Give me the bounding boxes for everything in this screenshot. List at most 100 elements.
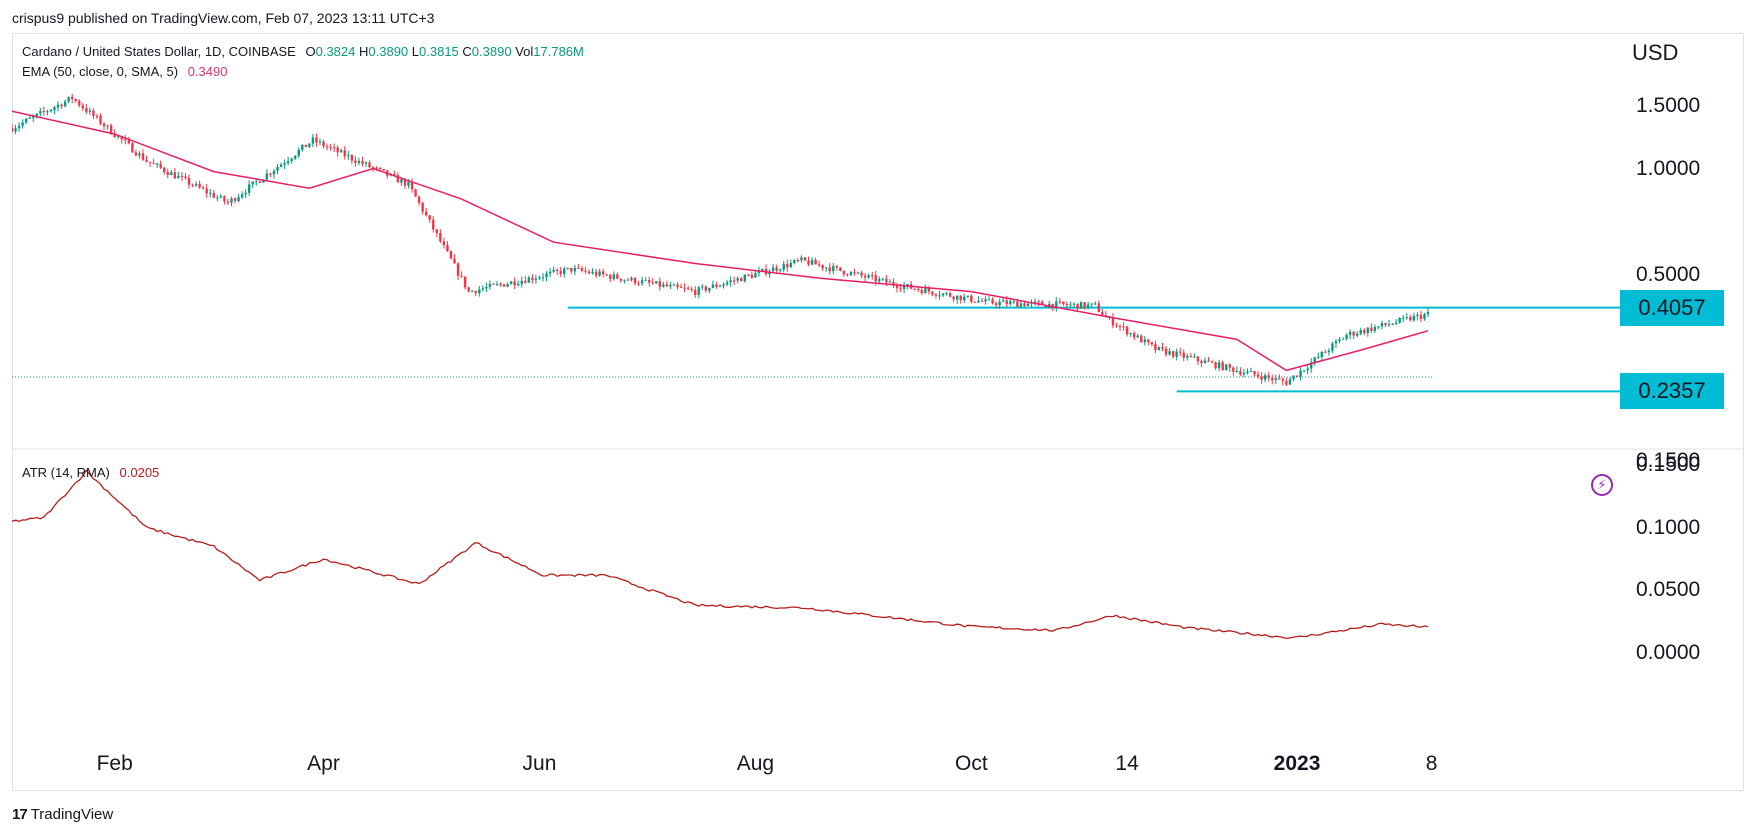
candle-body <box>1150 342 1154 345</box>
candle-body <box>177 176 180 179</box>
candle-body <box>435 229 438 233</box>
candle-body <box>881 278 885 280</box>
ema-value: 0.3490 <box>187 64 228 79</box>
candle-body <box>697 287 700 295</box>
candle-body <box>478 289 481 294</box>
candle-body <box>524 280 527 283</box>
ema-legend[interactable]: EMA (50, close, 0, SMA, 5) 0.3490 <box>22 64 227 79</box>
ema-line <box>12 110 1429 372</box>
horizontal-levels <box>567 306 1632 393</box>
candle-body <box>1125 326 1129 335</box>
candle-body <box>771 267 775 272</box>
candle-body <box>138 153 141 156</box>
chart-canvas[interactable] <box>12 33 1744 791</box>
candle-body <box>322 141 325 147</box>
candle-body <box>863 275 867 278</box>
candle-body <box>527 277 531 283</box>
candle-body <box>945 293 948 295</box>
candle-body <box>499 283 502 285</box>
tradingview-brand[interactable]: 17 TradingView <box>12 806 113 823</box>
candle-body <box>1023 303 1026 306</box>
candle-body <box>21 122 24 126</box>
price-tag-support: 0.2357 <box>1620 373 1724 410</box>
candle-body <box>1055 301 1058 308</box>
candle-body <box>1069 304 1072 306</box>
candle-body <box>1239 370 1242 375</box>
candle-body <box>1214 362 1217 369</box>
candle-body <box>187 177 191 185</box>
candle-body <box>761 268 764 271</box>
candle-body <box>633 277 637 284</box>
candle-body <box>630 277 633 281</box>
candle-body <box>49 109 53 112</box>
candle-body <box>966 295 969 297</box>
candle-body <box>1072 303 1076 305</box>
candle-body <box>814 259 817 265</box>
candle-body <box>708 287 711 291</box>
candle-body <box>1228 364 1231 368</box>
candle-body <box>460 275 463 277</box>
candle-body <box>658 281 662 287</box>
candle-body <box>800 257 803 261</box>
candle-body <box>1090 303 1093 305</box>
candle-body <box>1263 375 1267 380</box>
candle-body <box>1157 346 1161 351</box>
candle-body <box>1168 351 1171 355</box>
candle-body <box>1161 346 1164 349</box>
candle-body <box>1016 301 1019 307</box>
candle-body <box>1260 376 1263 380</box>
candle-body <box>117 136 120 138</box>
symbol-legend[interactable]: Cardano / United States Dollar, 1D, COIN… <box>22 44 584 59</box>
candle-body <box>1164 348 1168 355</box>
candle-body <box>563 268 566 274</box>
candle-body <box>672 284 676 286</box>
candle-body <box>1101 311 1104 316</box>
candle-body <box>509 281 513 285</box>
candle-body <box>1338 339 1341 342</box>
open-value: 0.3824 <box>315 44 356 59</box>
candle-body <box>1267 375 1270 378</box>
candle-body <box>495 283 499 285</box>
atr-legend[interactable]: ATR (14, RMA) 0.0205 <box>22 465 159 480</box>
candle-body <box>194 183 198 186</box>
candle-body <box>878 278 881 282</box>
candle-body <box>626 279 630 281</box>
candle-body <box>846 274 849 276</box>
atr-series-line <box>12 469 1429 640</box>
candle-body <box>357 160 361 163</box>
candle-body <box>308 143 311 147</box>
candle-body <box>789 262 792 268</box>
candle-body <box>612 274 615 279</box>
candle-body <box>1331 343 1334 351</box>
candle-body <box>311 137 315 144</box>
candle-body <box>24 118 28 123</box>
candle-body <box>778 269 782 271</box>
candle-body <box>701 286 704 288</box>
candle-body <box>481 288 485 290</box>
candle-body <box>984 299 987 302</box>
candle-body <box>1256 374 1260 377</box>
candle-body <box>74 99 77 101</box>
candle-body <box>740 278 743 282</box>
x-tick-label: 14 <box>1115 752 1139 775</box>
candle-body <box>941 293 945 296</box>
candle-body <box>1210 361 1214 363</box>
candle-body <box>1086 304 1090 308</box>
candle-body <box>102 123 106 127</box>
candle-body <box>786 263 789 268</box>
candle-body <box>732 280 736 282</box>
candle-body <box>1232 367 1235 372</box>
candle-body <box>793 260 796 263</box>
atr-line <box>12 469 1429 640</box>
candle-body <box>669 285 672 287</box>
candle-body <box>1019 303 1023 307</box>
candle-body <box>1281 379 1285 382</box>
candle-body <box>1341 338 1345 340</box>
candle-body <box>757 270 761 274</box>
candle-body <box>842 270 846 275</box>
atr-y-tick-label: 0.0500 <box>1636 578 1701 602</box>
candle-body <box>555 269 559 271</box>
candle-body <box>1182 352 1185 358</box>
lightning-icon[interactable]: ⚡ <box>1591 474 1613 496</box>
candle-body <box>1221 362 1224 370</box>
